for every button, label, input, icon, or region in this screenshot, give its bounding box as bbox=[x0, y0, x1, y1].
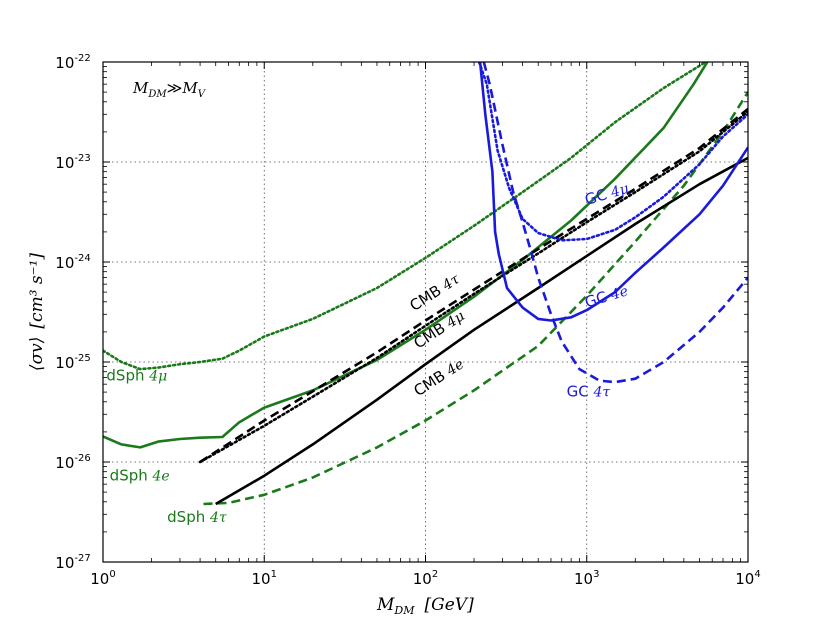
grid bbox=[103, 62, 748, 562]
series-line-gc-4e bbox=[478, 62, 748, 322]
plot-frame bbox=[102, 61, 749, 563]
y-tick-label: 10-23 bbox=[55, 153, 90, 172]
y-tick-label: 10-27 bbox=[55, 553, 90, 572]
x-tick-label: 103 bbox=[574, 569, 599, 588]
x-tick-label: 101 bbox=[252, 569, 277, 588]
series-label: GC 4τ bbox=[567, 383, 611, 401]
series-label: dSph 4τ bbox=[167, 508, 227, 526]
series-line-gc-4τ bbox=[482, 62, 748, 384]
series-line-dsph-4τ bbox=[203, 91, 748, 506]
series-line-dsph-4e bbox=[103, 62, 709, 449]
x-axis-label: MDM [GeV] bbox=[376, 595, 474, 617]
y-axis-label: ⟨σv⟩[cm³ s⁻¹] bbox=[27, 253, 47, 371]
series-line-cmb-4μ bbox=[198, 110, 748, 464]
x-tick-label: 104 bbox=[735, 569, 760, 588]
series-layer bbox=[103, 62, 748, 506]
y-tick-label: 10-26 bbox=[55, 453, 90, 472]
series-line-gc-4μ bbox=[477, 62, 748, 242]
series-label: GC 4e bbox=[583, 281, 630, 311]
y-tick-label: 10-22 bbox=[55, 53, 90, 72]
series-line-dsph-4μ bbox=[103, 62, 709, 371]
series-line-cmb-4τ bbox=[199, 107, 748, 464]
y-tick-label: 10-24 bbox=[55, 253, 90, 272]
series-label: dSph 4μ bbox=[106, 367, 167, 385]
y-tick-label: 10-25 bbox=[55, 353, 90, 372]
series-label: dSph 4e bbox=[110, 467, 170, 485]
x-tick-label: 100 bbox=[90, 569, 115, 588]
regime-annotation: MDM≫MV bbox=[132, 79, 207, 100]
series-label: GC 4μ bbox=[583, 179, 631, 209]
ticks bbox=[102, 61, 749, 563]
x-tick-label: 102 bbox=[413, 569, 438, 588]
series-label: CMB 4e bbox=[410, 355, 467, 400]
tick-labels: 100 101 102 103 104 10-27 10-26 10-25 10-24 10-23… bbox=[55, 53, 760, 588]
series-line-cmb-4e bbox=[215, 156, 748, 506]
